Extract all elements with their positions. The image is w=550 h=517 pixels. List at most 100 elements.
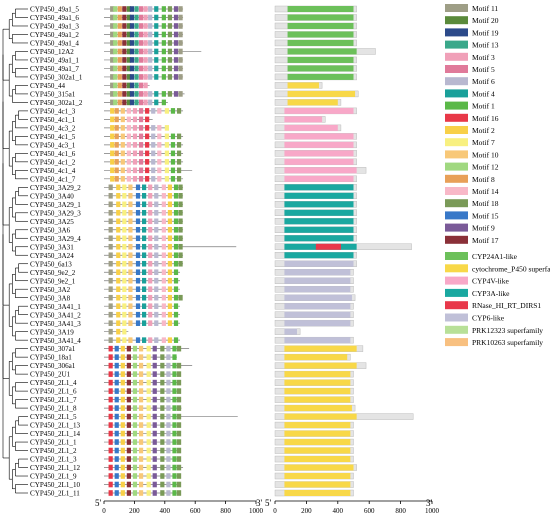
motif-box	[148, 40, 153, 46]
motif-box	[108, 184, 113, 191]
motif-box	[132, 422, 138, 428]
motif-box	[126, 439, 131, 445]
motif-box	[172, 345, 177, 352]
motif-box	[108, 379, 113, 386]
legend-label: PRK10263 superfamily	[472, 338, 543, 347]
motif-box	[110, 99, 115, 106]
motif-box	[108, 464, 113, 471]
motif-box	[110, 125, 115, 131]
motif-box	[128, 201, 133, 208]
motif-box	[167, 40, 173, 46]
motif-box	[146, 413, 151, 420]
motif-box	[176, 345, 182, 352]
motif-box	[146, 379, 151, 386]
motif-box	[126, 490, 131, 496]
motif-box	[143, 14, 148, 21]
motif-box	[108, 405, 113, 411]
motif-box	[173, 218, 179, 225]
motif-box	[113, 91, 118, 97]
motif-box	[116, 328, 121, 335]
motif-box	[172, 362, 177, 369]
motif-box	[145, 150, 150, 157]
motif-box	[132, 133, 138, 140]
motif-box	[173, 337, 179, 343]
motif-box	[167, 74, 173, 80]
motif-box	[122, 193, 127, 199]
motif-box	[126, 422, 131, 428]
motif-box	[114, 379, 119, 386]
motif-box	[160, 430, 165, 437]
legend-swatch	[445, 199, 468, 208]
motif-box	[134, 14, 139, 21]
motif-box	[113, 99, 118, 106]
legend-label: Motif 18	[472, 199, 499, 208]
motif-box	[166, 354, 171, 360]
motif-box	[167, 277, 173, 284]
motif-box	[134, 23, 139, 29]
motif-box	[176, 371, 182, 377]
motif-box	[122, 40, 127, 46]
motif-box	[152, 473, 157, 479]
motif-box	[160, 396, 165, 403]
motif-box	[154, 286, 159, 293]
phylogenetic-tree	[2, 8, 28, 494]
motif-box	[114, 125, 119, 131]
motif-box	[114, 150, 119, 157]
motif-box	[120, 116, 125, 123]
motif-box	[146, 405, 151, 411]
motif-box	[178, 91, 183, 97]
motif-box	[154, 311, 159, 318]
motif-box	[132, 430, 138, 437]
motif-box	[114, 447, 119, 454]
motif-box	[132, 413, 138, 420]
motif-box	[116, 226, 121, 233]
motif-box	[132, 354, 138, 360]
motif-box	[135, 243, 141, 250]
motif-box	[134, 91, 139, 97]
motif-box	[122, 328, 127, 335]
motif-box	[161, 269, 166, 276]
motif-box	[167, 243, 173, 250]
gene-label: CYP450_9e2_2	[30, 269, 76, 277]
motif-box	[134, 57, 139, 63]
motif-box	[145, 116, 150, 123]
motif-box	[120, 413, 125, 420]
motif-box	[148, 218, 153, 225]
motif-box	[128, 277, 133, 284]
motif-box	[142, 252, 147, 259]
gene-label: CYP450_3A2	[30, 286, 71, 294]
motif-box	[117, 82, 122, 89]
motif-box	[176, 150, 182, 157]
motif-box	[142, 269, 147, 276]
motif-box	[110, 133, 115, 140]
motif-box	[138, 116, 144, 123]
domain-block	[284, 379, 351, 386]
motif-box	[176, 396, 182, 403]
motif-box	[143, 6, 148, 12]
motif-box	[157, 142, 162, 148]
motif-box	[170, 108, 176, 114]
motif-box	[138, 388, 144, 394]
motif-box	[151, 150, 156, 157]
motif-box	[117, 65, 122, 72]
motif-box	[126, 40, 131, 46]
motif-box	[166, 371, 171, 377]
motif-box	[138, 91, 144, 97]
motif-box	[138, 14, 144, 21]
motif-box	[108, 328, 113, 335]
gene-label: CYP450_2L1_3	[30, 456, 77, 464]
motif-box	[110, 74, 115, 80]
motif-box	[148, 311, 153, 318]
motif-box	[108, 303, 113, 309]
motif-box	[110, 14, 115, 21]
motif-box	[120, 362, 125, 369]
motif-box	[152, 422, 157, 428]
motif-box	[120, 388, 125, 394]
legend-swatch	[445, 150, 468, 159]
motif-box	[152, 388, 157, 394]
motif-box	[154, 74, 159, 80]
motif-box	[152, 345, 157, 352]
legend-label: Motif 8	[472, 175, 495, 184]
motif-box	[154, 337, 159, 343]
motif-box	[145, 108, 150, 114]
